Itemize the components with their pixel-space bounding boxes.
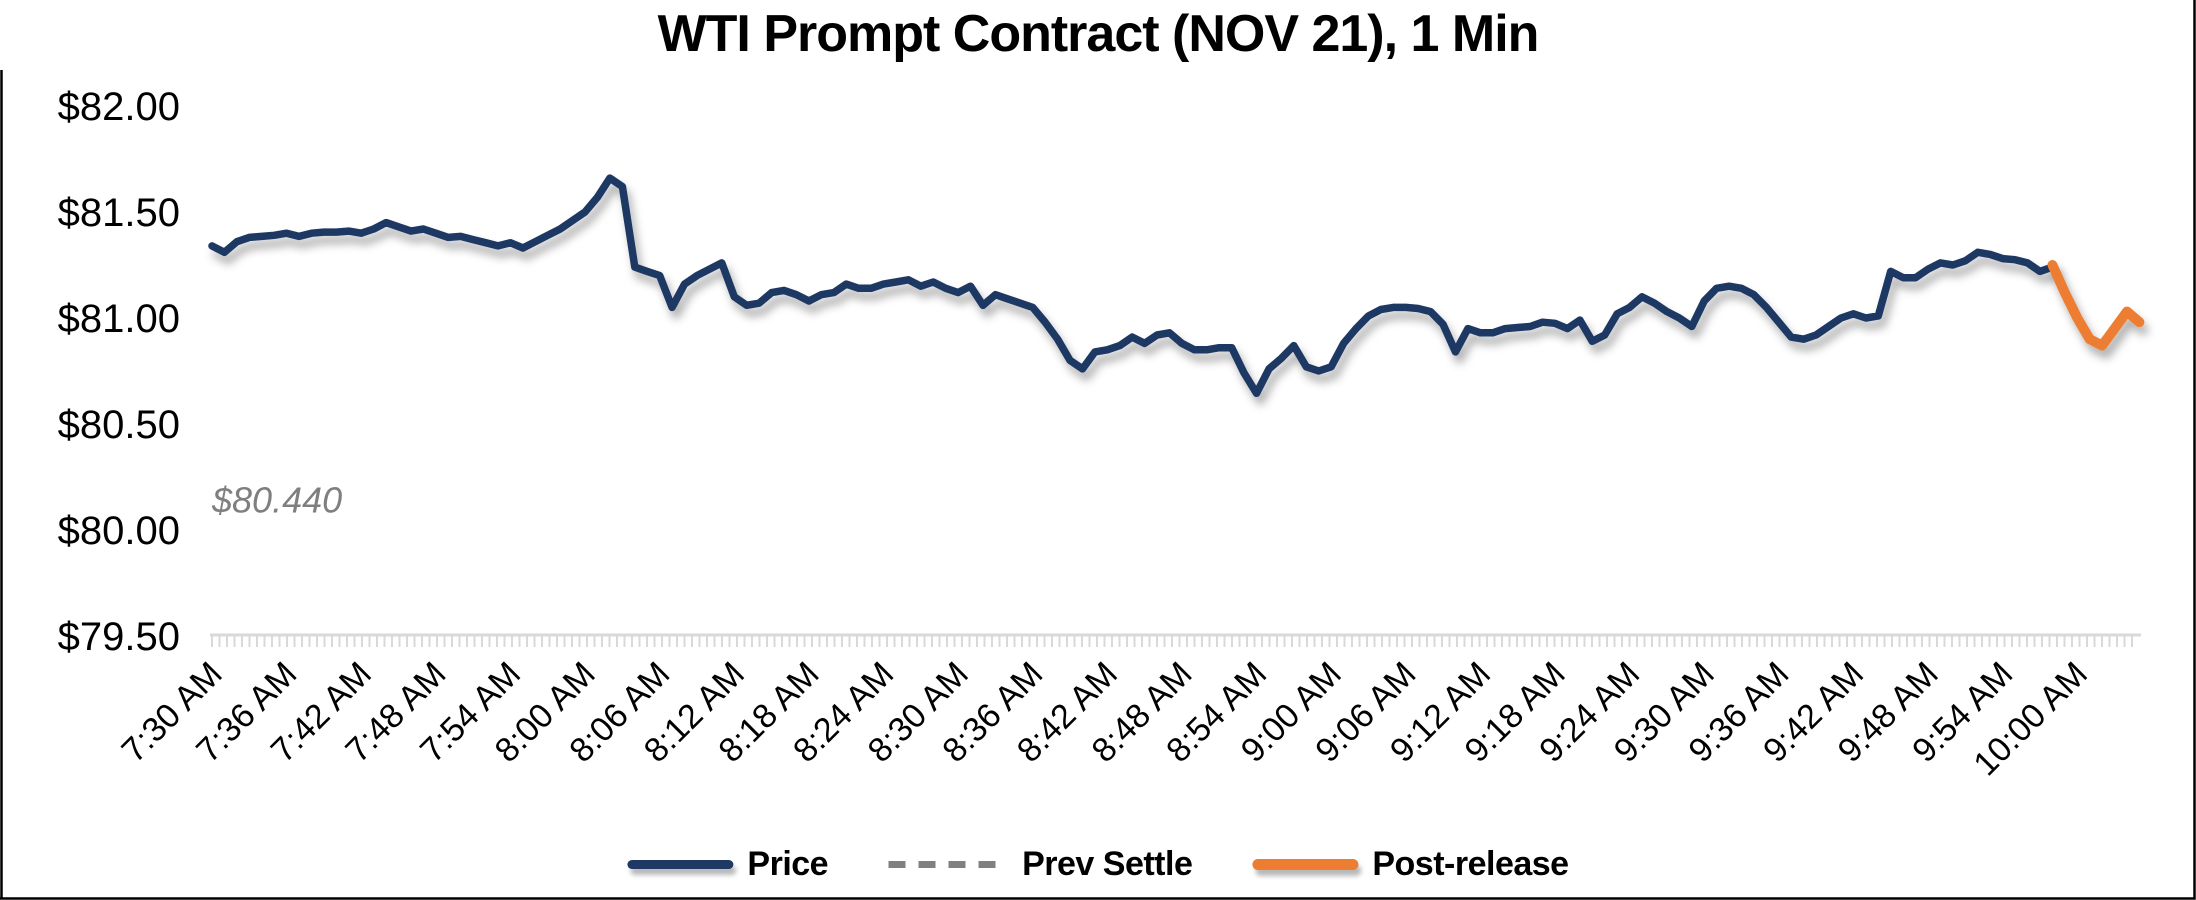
legend-label-prev-settle: Prev Settle bbox=[1022, 845, 1193, 883]
y-axis-tick-label: $82.00 bbox=[58, 85, 180, 129]
prev-settle-dashed-swatch-icon bbox=[888, 861, 1009, 868]
y-axis-tick-label: $80.00 bbox=[58, 509, 180, 553]
y-axis-tick-label: $81.00 bbox=[58, 297, 180, 341]
price-line bbox=[208, 174, 2057, 398]
y-axis-tick-label: $81.50 bbox=[58, 191, 180, 235]
legend-item-price: Price bbox=[627, 845, 829, 884]
legend-item-post-release: Post-release bbox=[1252, 845, 1569, 884]
post-release-line-swatch-icon bbox=[1252, 859, 1359, 870]
chart-title: WTI Prompt Contract (NOV 21), 1 Min bbox=[657, 5, 1540, 63]
price-line-swatch-icon bbox=[627, 860, 734, 869]
y-axis-tick-label: $80.50 bbox=[58, 403, 180, 447]
x-axis-minor-ticks bbox=[211, 636, 2133, 647]
legend-label-price: Price bbox=[747, 845, 829, 883]
post-release-line bbox=[2047, 260, 2145, 351]
prev-settle-value-label: $80.440 bbox=[211, 480, 342, 521]
y-axis-tick-label: $79.50 bbox=[58, 615, 180, 659]
legend: Price Prev Settle Post-release bbox=[627, 845, 1569, 884]
legend-item-prev-settle: Prev Settle bbox=[888, 845, 1193, 884]
legend-label-post-release: Post-release bbox=[1372, 845, 1569, 883]
